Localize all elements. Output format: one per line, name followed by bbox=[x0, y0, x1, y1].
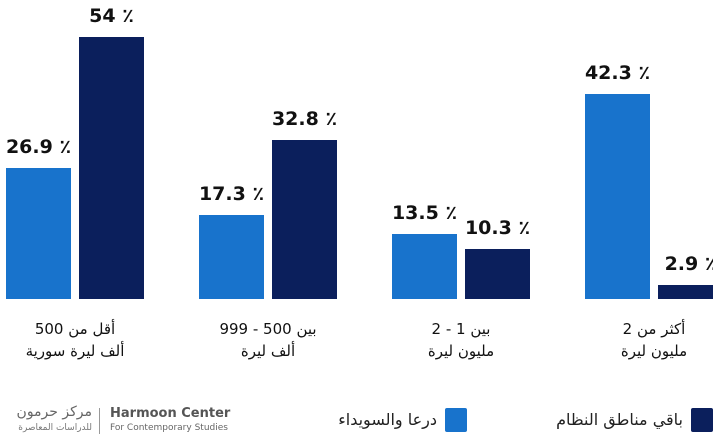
legend-label: درعا والسويداء bbox=[338, 410, 437, 429]
value-label: 10.3 ٪ bbox=[464, 217, 531, 240]
legend-swatch bbox=[445, 408, 467, 432]
bar bbox=[392, 233, 457, 299]
brand-separator bbox=[99, 408, 100, 434]
legend-swatch bbox=[691, 408, 713, 432]
value-label: 42.3 ٪ bbox=[584, 61, 651, 84]
bar bbox=[585, 93, 650, 299]
category-label: بين 500 - 999 ألف ليرة bbox=[219, 320, 317, 360]
bar bbox=[465, 249, 530, 299]
brand-tagline-ar: للدراسات المعاصرة bbox=[18, 423, 92, 433]
category-label: بين 1 - 2 مليون ليرة bbox=[427, 320, 495, 360]
value-label: 2.9 ٪ bbox=[664, 252, 713, 275]
brand-name-ar: مركز حرمون bbox=[16, 404, 92, 420]
category-label: أقل من 500 ألف ليرة سورية bbox=[25, 320, 125, 360]
brand-name: Harmoon Center bbox=[110, 406, 231, 421]
category-label: أكثر من 2 مليون ليرة bbox=[620, 320, 688, 360]
legend-label: باقي مناطق النظام bbox=[556, 410, 683, 429]
bar bbox=[79, 37, 144, 299]
value-label: 32.8 ٪ bbox=[271, 107, 338, 130]
bar bbox=[658, 284, 713, 299]
value-label: 54 ٪ bbox=[89, 5, 134, 27]
value-label: 17.3 ٪ bbox=[198, 183, 265, 206]
value-label: 26.9 ٪ bbox=[5, 136, 72, 159]
value-label: 13.5 ٪ bbox=[391, 201, 458, 224]
brand-tagline: For Contemporary Studies bbox=[110, 423, 228, 433]
bar bbox=[199, 215, 264, 299]
bar bbox=[272, 139, 337, 299]
bar bbox=[6, 168, 71, 299]
